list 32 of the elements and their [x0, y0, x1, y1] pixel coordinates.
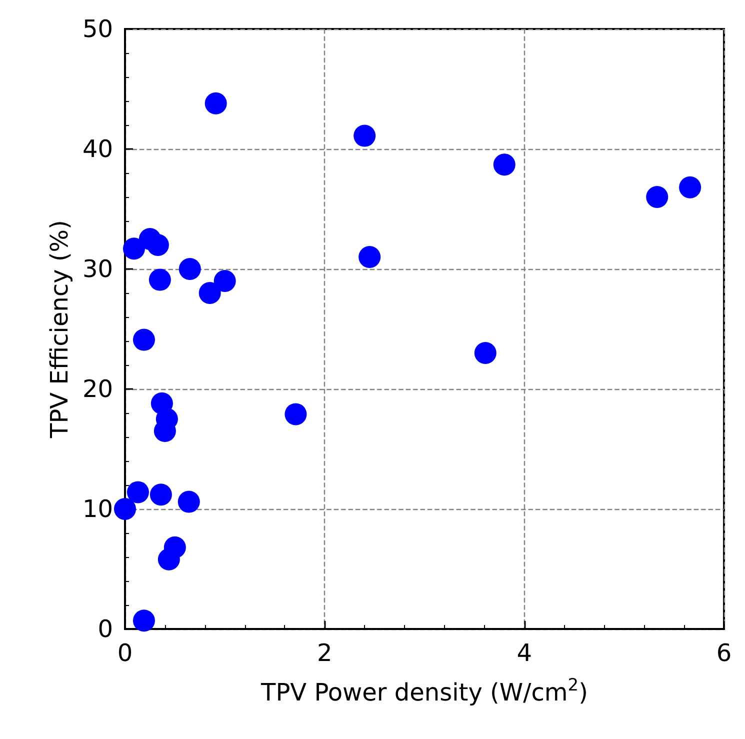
y-tick-label: 40: [82, 135, 113, 163]
point: [127, 481, 149, 504]
y-tick-label: 50: [82, 15, 113, 43]
point: [358, 246, 381, 268]
y-tick-label: 10: [82, 495, 113, 523]
point: [474, 342, 496, 364]
point: [178, 258, 201, 280]
point: [132, 328, 155, 351]
point: [214, 270, 236, 292]
x-tick-label: 6: [716, 639, 732, 667]
point: [146, 234, 169, 256]
x-tick-label: 2: [317, 639, 332, 667]
x-tick-label: 4: [516, 639, 532, 667]
point: [158, 548, 180, 570]
point: [646, 186, 668, 208]
point: [123, 238, 145, 260]
y-tick-label: 0: [98, 615, 113, 643]
point: [493, 154, 516, 176]
point: [132, 610, 155, 632]
point: [114, 498, 136, 520]
y-tick-label: 30: [82, 255, 113, 283]
point: [204, 92, 227, 114]
y-axis-title: TPV Efficiency (%): [46, 220, 74, 439]
point: [178, 490, 200, 513]
point: [148, 268, 171, 291]
point: [198, 282, 221, 304]
point: [284, 403, 307, 426]
y-tick-label: 20: [82, 375, 113, 403]
point: [150, 484, 172, 506]
x-tick-label: 0: [117, 639, 133, 667]
point: [354, 124, 376, 147]
point: [679, 176, 702, 198]
